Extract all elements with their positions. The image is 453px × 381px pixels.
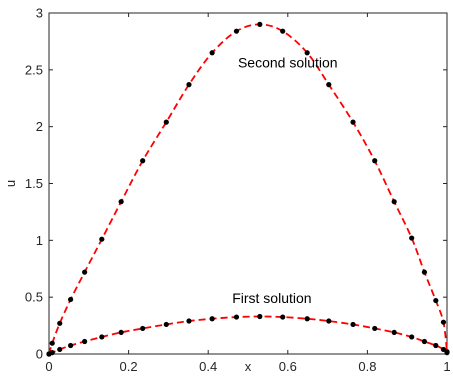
data-point — [99, 334, 104, 339]
data-point — [409, 235, 414, 240]
annotation-label: First solution — [232, 290, 311, 306]
data-point — [164, 120, 169, 125]
data-point — [210, 50, 215, 55]
data-point — [433, 298, 438, 303]
data-point — [57, 347, 62, 352]
data-point — [68, 297, 73, 302]
data-point — [210, 316, 215, 321]
x-tick-label: 0.2 — [120, 359, 138, 374]
data-point — [257, 314, 262, 319]
y-tick-label: 1.5 — [25, 176, 43, 191]
data-point — [234, 29, 239, 34]
data-point — [422, 339, 427, 344]
series-layer — [46, 22, 449, 357]
data-point — [257, 22, 262, 27]
x-tick-label: 0.6 — [279, 359, 297, 374]
data-point — [422, 270, 427, 275]
data-point — [409, 334, 414, 339]
x-tick-label: 0 — [45, 359, 52, 374]
data-point — [444, 350, 449, 355]
data-point — [119, 199, 124, 204]
series-1 — [46, 22, 449, 357]
y-tick-label: 0.5 — [25, 290, 43, 305]
data-point — [50, 341, 55, 346]
data-point — [392, 199, 397, 204]
data-point — [441, 320, 446, 325]
data-point — [99, 237, 104, 242]
annotation-label: Second solution — [238, 55, 338, 71]
y-tick-label: 1 — [36, 233, 43, 248]
data-point — [392, 330, 397, 335]
x-axis-label: x — [245, 359, 252, 374]
data-point — [186, 82, 191, 87]
series-2 — [46, 314, 449, 357]
data-point — [326, 82, 331, 87]
x-tick-label: 0.8 — [358, 359, 376, 374]
data-point — [186, 318, 191, 323]
data-point — [234, 314, 239, 319]
data-point — [280, 314, 285, 319]
data-point — [350, 120, 355, 125]
data-point — [433, 343, 438, 348]
data-point — [68, 343, 73, 348]
series-line — [49, 316, 447, 354]
y-tick-label: 3 — [36, 6, 43, 21]
data-point — [140, 326, 145, 331]
x-tick-label: 0.4 — [199, 359, 217, 374]
data-point — [326, 318, 331, 323]
data-point — [372, 158, 377, 163]
y-tick-label: 2 — [36, 119, 43, 134]
data-point — [280, 29, 285, 34]
y-axis-label: u — [3, 180, 18, 187]
x-tick-label: 1 — [443, 359, 450, 374]
y-tick-label: 2.5 — [25, 62, 43, 77]
data-point — [57, 321, 62, 326]
data-point — [305, 316, 310, 321]
axes: 0 0.2 0.4 0.6 0.8 1 0 0.5 1 1.5 2 2.5 3 x u — [3, 6, 451, 375]
data-point — [164, 322, 169, 327]
data-point — [140, 158, 145, 163]
data-point — [82, 270, 87, 275]
annotation-layer: Second solution First solution — [232, 55, 337, 306]
data-point — [50, 350, 55, 355]
data-point — [119, 330, 124, 335]
data-point — [372, 326, 377, 331]
y-tick-label: 0 — [36, 347, 43, 362]
data-point — [350, 322, 355, 327]
data-point — [82, 339, 87, 344]
